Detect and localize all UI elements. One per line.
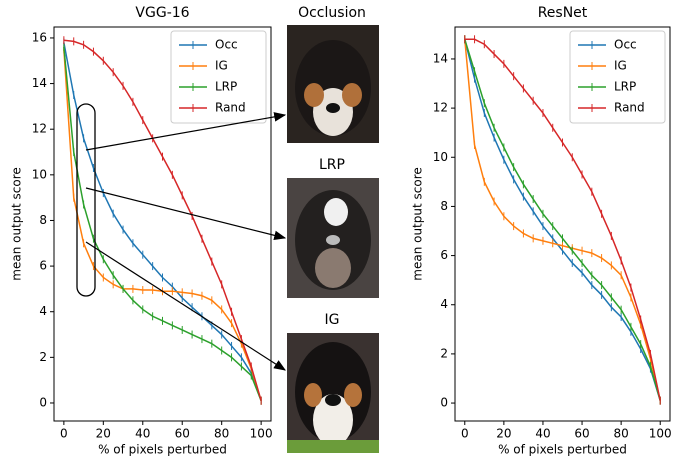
x-tick-label: 0 — [461, 427, 469, 441]
legend-label: Rand — [614, 101, 645, 115]
y-tick-label: 6 — [440, 248, 448, 262]
legend-box — [569, 30, 666, 124]
y-tick-label: 14 — [433, 51, 448, 65]
y-tick-label: 12 — [32, 122, 47, 136]
axes-frame — [53, 26, 272, 422]
x-tick-label: 20 — [496, 427, 511, 441]
x-tick-label: 60 — [574, 427, 589, 441]
annotations — [76, 103, 287, 371]
legend-label: Occ — [614, 38, 637, 52]
dog-image — [287, 178, 379, 298]
y-axis-label: mean output score — [10, 167, 24, 280]
x-tick-label: 40 — [535, 427, 550, 441]
x-tick-label: 40 — [135, 427, 150, 441]
image-title: LRP — [319, 157, 345, 173]
y-tick-label: 0 — [440, 396, 448, 410]
x-tick-label: 80 — [613, 427, 628, 441]
x-tick-label: 0 — [60, 427, 68, 441]
legend-label: LRP — [614, 80, 636, 94]
legend-label: IG — [215, 59, 228, 73]
y-tick-label: 8 — [39, 213, 47, 227]
y-tick-label: 2 — [39, 350, 47, 364]
y-tick-label: 6 — [39, 259, 47, 273]
legend-label: Rand — [215, 101, 246, 115]
dog-image — [287, 333, 379, 453]
y-tick-label: 14 — [32, 76, 47, 90]
y-tick-label: 8 — [440, 199, 448, 213]
x-axis-label: % of pixels perturbed — [98, 443, 227, 457]
y-tick-label: 16 — [32, 30, 47, 44]
legend-label: Occ — [215, 38, 238, 52]
y-tick-label: 4 — [39, 304, 47, 318]
arrow — [85, 241, 287, 371]
y-tick-label: 12 — [433, 101, 448, 115]
y-tick-label: 4 — [440, 297, 448, 311]
chart: ResNet 0 20 40 60 80 100 0 2 4 6 8 10 12 14 % of pixels… — [411, 5, 672, 457]
image-title: IG — [325, 312, 340, 328]
x-axis-label: % of pixels perturbed — [498, 443, 627, 457]
chart-title: VGG-16 — [135, 5, 189, 21]
axes-frame — [454, 26, 671, 422]
image-title: Occlusion — [298, 5, 366, 21]
chart: VGG-16 0 20 40 60 80 100 0 2 4 6 8 10 12 14 16 % of pixe… — [10, 5, 273, 457]
image-panels: Occlusion LRP IG — [287, 5, 379, 453]
y-axis-label: mean output score — [411, 167, 425, 280]
arrow — [85, 112, 287, 151]
legend-box — [170, 30, 267, 124]
y-tick-label: 10 — [32, 167, 47, 181]
y-tick-label: 10 — [433, 150, 448, 164]
legend-label: IG — [614, 59, 627, 73]
x-tick-label: 80 — [214, 427, 229, 441]
highlight-oval — [76, 103, 96, 297]
x-tick-label: 20 — [96, 427, 111, 441]
y-tick-label: 2 — [440, 346, 448, 360]
x-tick-label: 100 — [250, 427, 273, 441]
arrow — [85, 187, 287, 241]
legend-label: LRP — [215, 80, 237, 94]
dog-image — [287, 25, 379, 143]
chart-title: ResNet — [538, 5, 588, 21]
x-tick-label: 100 — [649, 427, 672, 441]
x-tick-label: 60 — [175, 427, 190, 441]
y-tick-label: 0 — [39, 395, 47, 409]
